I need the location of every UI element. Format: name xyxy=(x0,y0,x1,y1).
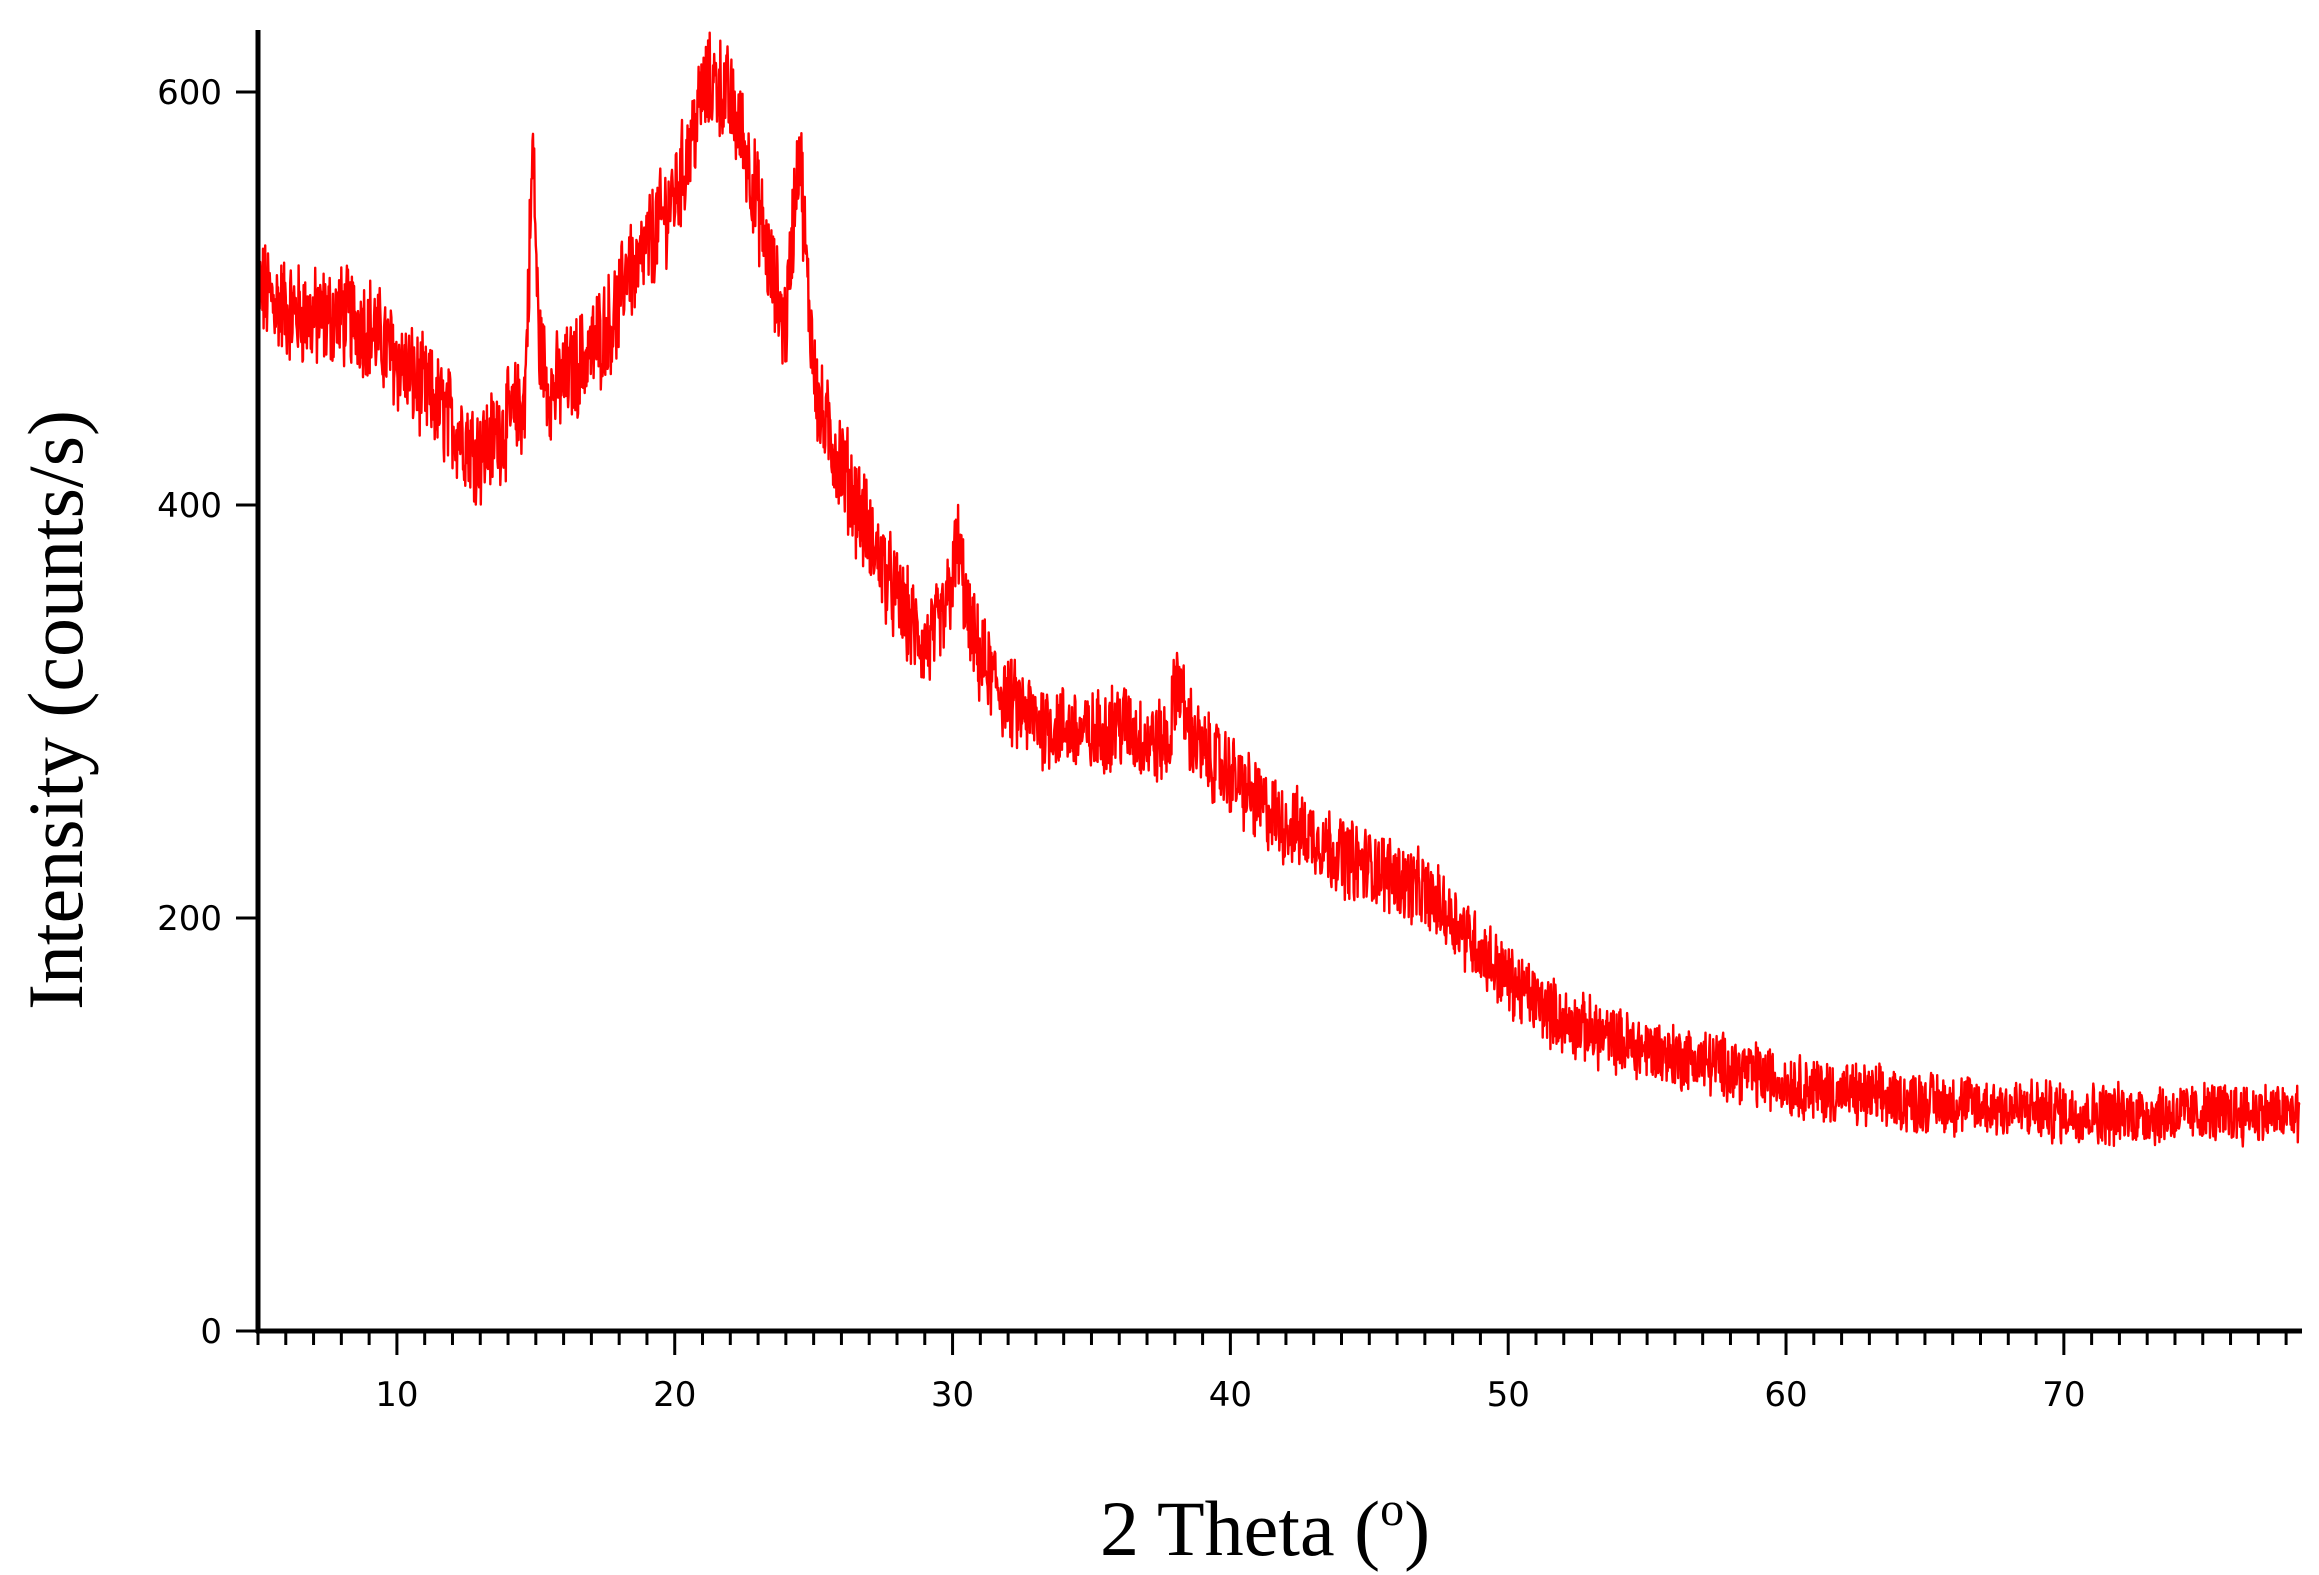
x-axis-title-superscript: o xyxy=(1380,1483,1404,1536)
y-tick-label: 400 xyxy=(157,486,222,526)
x-axis-title-main: 2 Theta ( xyxy=(1100,1485,1380,1572)
x-tick-label: 70 xyxy=(2042,1375,2085,1415)
y-tick-label: 600 xyxy=(157,73,222,113)
x-tick-label: 10 xyxy=(375,1375,418,1415)
x-tick-label: 30 xyxy=(931,1375,974,1415)
y-tick-label: 0 xyxy=(200,1312,222,1352)
y-axis-title: Intensity (counts/s) xyxy=(12,410,99,1010)
x-axis-ticks: 10 20 30 40 50 60 70 xyxy=(256,1331,2288,1415)
x-axis-title-close: ) xyxy=(1404,1485,1430,1572)
y-axis-ticks: 0 200 400 600 xyxy=(157,73,258,1352)
x-tick-label: 20 xyxy=(653,1375,696,1415)
x-axis-title: 2 Theta (o) xyxy=(1100,1483,1430,1572)
x-tick-label: 60 xyxy=(1764,1375,1807,1415)
intensity-series-line xyxy=(256,31,2301,1148)
x-tick-label: 40 xyxy=(1209,1375,1252,1415)
x-tick-label: 50 xyxy=(1487,1375,1530,1415)
y-tick-label: 200 xyxy=(157,899,222,939)
intensity-line xyxy=(256,31,2301,1148)
